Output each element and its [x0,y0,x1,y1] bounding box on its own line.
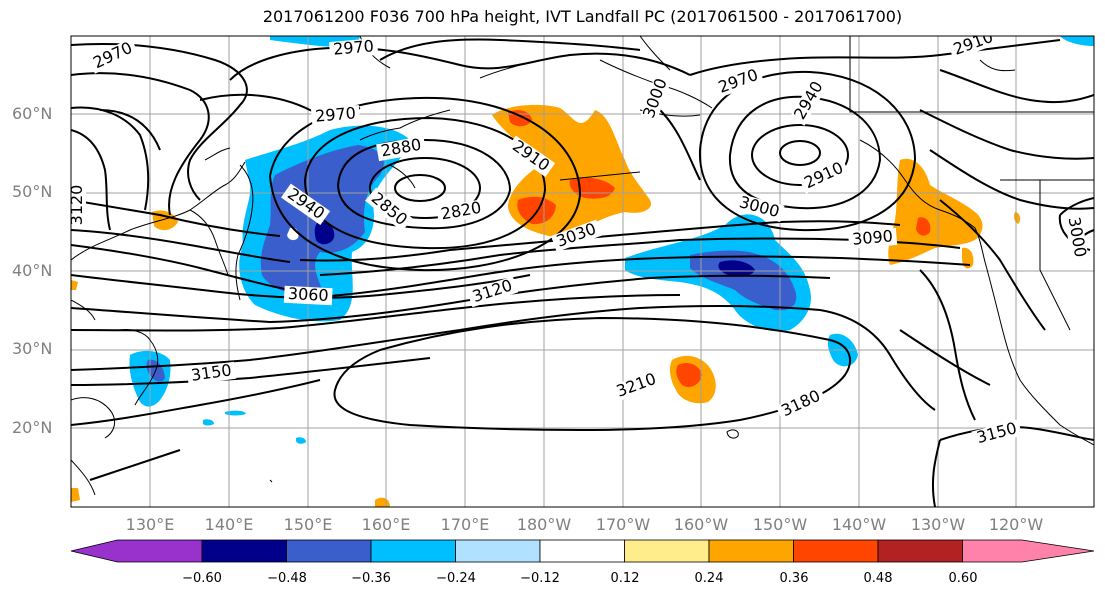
lon-label: 120°W [988,515,1044,534]
colorbar-swatch [708,539,794,563]
colorbar-tick-label: −0.24 [436,571,476,586]
lat-label: 40°N [12,261,53,280]
lon-label: 160°E [361,515,411,534]
lon-label: 140°W [831,515,887,534]
colorbar-swatch [370,539,456,563]
lon-label: 130°E [125,515,175,534]
colorbar-tick-label: 0.36 [779,571,809,586]
lat-label: 50°N [12,182,53,201]
contour-label: 3060 [287,284,329,305]
height-contours [71,38,1094,507]
contour-label: 2970 [314,103,356,125]
colorbar-swatch [201,539,287,563]
colorbar-swatch [455,539,541,563]
lat-label: 60°N [12,104,53,123]
lon-label: 130°W [910,515,966,534]
lat-label: 30°N [12,339,53,358]
contour-label: 3090 [851,226,893,248]
lon-label: 170°W [595,515,651,534]
colorbar-tick-label: −0.60 [182,571,222,586]
colorbar-swatch [624,539,710,563]
contour-label: 2970 [332,36,374,58]
colorbar-tick-label: 0.12 [610,571,640,586]
colorbar-tick-label: −0.48 [267,571,307,586]
lat-label: 20°N [12,418,53,437]
colorbar [70,539,1095,563]
colorbar-tick-label: −0.36 [351,571,391,586]
colorbar-swatch [793,539,879,563]
colorbar-swatch [70,539,203,563]
colorbar-swatch [962,539,1095,563]
lon-label: 150°E [283,515,333,534]
colorbar-tick-label: −0.12 [520,571,560,586]
lon-label: 160°W [673,515,729,534]
lon-label: 140°E [204,515,254,534]
colorbar-tick-label: 0.24 [694,571,724,586]
colorbar-tick-label: 0.48 [863,571,893,586]
lon-label: 180°W [516,515,572,534]
map-border [70,35,1095,508]
lon-label: 170°E [440,515,490,534]
graticule [71,36,1094,507]
colorbar-swatch [539,539,625,563]
colorbar-swatch [286,539,372,563]
map-title: 2017061200 F036 700 hPa height, IVT Land… [262,7,903,26]
ivt-positive-shading [71,104,1021,507]
lon-label: 150°W [752,515,808,534]
colorbar-swatch [877,539,963,563]
colorbar-tick-label: 0.60 [948,571,978,586]
ivt-negative-shading [129,36,1094,444]
contour-label: 3120 [67,185,86,226]
